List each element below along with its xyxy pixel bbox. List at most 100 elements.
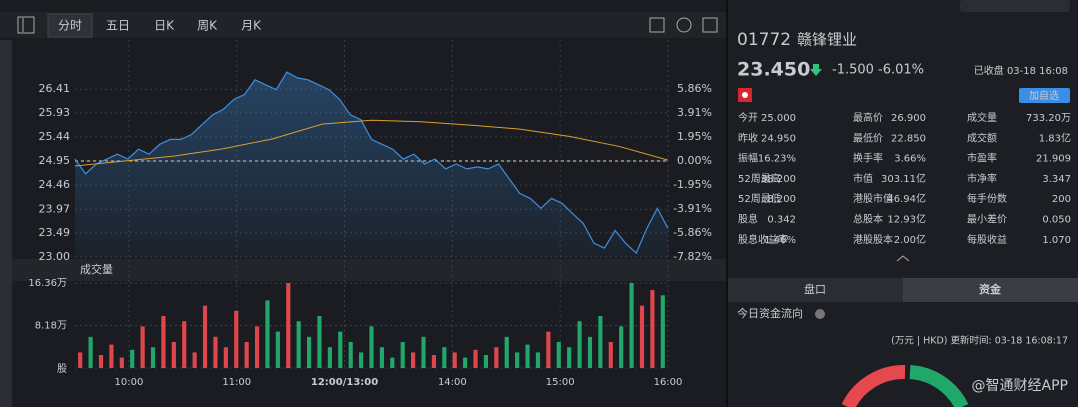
- stat-value: 25.000: [761, 113, 796, 124]
- panel-icon[interactable]: [702, 17, 718, 33]
- y-tick-label: 24.95: [39, 154, 71, 167]
- stat-value: 733.20万: [1026, 113, 1071, 124]
- add-watch-button[interactable]: [1019, 88, 1070, 103]
- donut-red: [841, 364, 906, 407]
- price-area: [75, 72, 668, 257]
- stat-label: 股息收益率: [738, 233, 788, 246]
- x-tick-label: 10:00: [114, 377, 143, 388]
- change-pct: -6.01%: [878, 63, 924, 78]
- y2-tick-label: 1.95%: [677, 130, 712, 143]
- search-box[interactable]: [960, 0, 1070, 12]
- period-tab[interactable]: 五日: [106, 19, 130, 33]
- volume-bar: [78, 352, 83, 368]
- volume-bar: [369, 326, 374, 368]
- flow-title: 今日资金流向: [737, 306, 803, 320]
- volume-bar: [660, 295, 665, 368]
- volume-bar: [296, 321, 301, 368]
- volume-bar: [234, 310, 239, 368]
- y2-tick-label: -5.86%: [673, 226, 712, 239]
- stat-label: 港股股本: [853, 233, 893, 246]
- stat-value: 24.950: [761, 133, 796, 144]
- stat-label: 最高价: [853, 111, 883, 124]
- hk-flag-mark: [742, 92, 748, 98]
- volume-bar: [88, 336, 93, 368]
- volume-bar: [213, 336, 218, 368]
- stat-label: 股息: [738, 213, 758, 226]
- stat-value: 12.93亿: [887, 213, 926, 226]
- tab-zijin[interactable]: [903, 278, 1078, 302]
- stock-name: 赣锋锂业: [797, 31, 857, 49]
- toolbar-icons: [649, 17, 718, 33]
- volume-bar: [359, 352, 364, 368]
- volume-bar: [327, 347, 332, 368]
- y2-tick-label: -7.82%: [673, 250, 712, 263]
- volume-bar: [473, 349, 478, 368]
- volume-bar: [650, 290, 655, 368]
- collapse-chevron[interactable]: [896, 255, 910, 262]
- volume-bar: [286, 283, 291, 368]
- y-tick-label: 23.97: [39, 202, 71, 215]
- volume-bar: [577, 321, 582, 368]
- grid-icon[interactable]: [649, 17, 665, 33]
- volume-bar: [140, 326, 145, 368]
- volume-bar: [254, 326, 260, 368]
- volume-bar: [109, 344, 114, 368]
- volume-bar: [223, 347, 228, 368]
- stat-label: 52周最低: [738, 192, 781, 205]
- x-tick-label: 12:00/13:00: [311, 377, 378, 388]
- volume-bar: [619, 326, 624, 368]
- y-tick-label: 23.49: [39, 226, 71, 239]
- change: -1.500: [832, 63, 874, 78]
- y2-tick-label: 3.91%: [677, 106, 712, 119]
- volume-bar: [567, 347, 572, 368]
- volume-bar: [244, 342, 249, 368]
- volume-bar: [639, 305, 645, 368]
- stat-value: 200: [1052, 194, 1071, 205]
- volume-bar: [463, 357, 468, 368]
- stat-label: 昨收: [738, 131, 758, 144]
- stat-label: 每手份数: [967, 192, 1007, 205]
- average-line: [74, 119, 669, 167]
- toolbar: [0, 12, 727, 38]
- x-tick-label: 11:00: [222, 377, 251, 388]
- stat-value: 21.909: [1036, 154, 1071, 165]
- stat-label: 市净率: [967, 172, 997, 185]
- help-icon[interactable]: [815, 309, 825, 319]
- stock-code: 01772: [737, 30, 791, 50]
- y-tick-label: 25.93: [39, 106, 71, 119]
- stat-value: 0.050: [1042, 215, 1071, 226]
- volume-bar: [379, 347, 384, 368]
- period-tab[interactable]: 日K: [154, 19, 175, 33]
- stat-value: 303.11亿: [881, 172, 926, 185]
- add-watch-label: 加自选: [1029, 89, 1059, 102]
- volume-bar: [317, 316, 322, 368]
- price: 23.450: [737, 59, 810, 81]
- volume-tick-label: 8.18万: [35, 321, 67, 332]
- stat-value: 26.900: [891, 113, 926, 124]
- volume-bar: [442, 347, 447, 368]
- stat-value: 0.342: [767, 215, 796, 226]
- volume-bar: [265, 300, 270, 368]
- volume-bar: [431, 355, 437, 368]
- volume-bar: [338, 331, 343, 368]
- period-tab[interactable]: 周K: [197, 19, 218, 33]
- stat-value: 8.200: [767, 194, 796, 205]
- volume-bar: [119, 357, 124, 368]
- volume-bar: [598, 316, 603, 368]
- stat-value: 1.070: [1042, 235, 1071, 246]
- tab-pankou[interactable]: [728, 278, 903, 302]
- stat-label: 成交额: [967, 131, 997, 144]
- period-tab[interactable]: 分时: [58, 19, 82, 33]
- stat-label: 港股市值: [853, 192, 893, 205]
- volume-bar: [130, 349, 135, 368]
- refresh-icon[interactable]: [676, 17, 692, 33]
- volume-bar: [629, 283, 634, 368]
- period-tab[interactable]: 月K: [241, 19, 262, 33]
- stat-label: 成交量: [967, 111, 997, 124]
- stat-value: 3.66%: [894, 154, 926, 165]
- volume-bar: [400, 342, 405, 368]
- sidebar-icon[interactable]: [17, 16, 35, 34]
- stat-value: 16.23%: [758, 154, 796, 165]
- y2-tick-label: 0.00%: [677, 154, 712, 167]
- volume-tick-label: 16.36万: [28, 278, 67, 289]
